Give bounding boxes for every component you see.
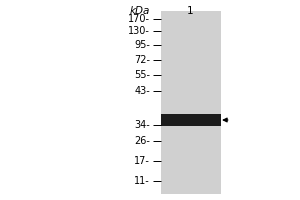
Text: 34-: 34- [134, 120, 150, 130]
Text: kDa: kDa [130, 6, 150, 16]
Text: 130-: 130- [128, 26, 150, 36]
Text: 26-: 26- [134, 136, 150, 146]
Text: 170-: 170- [128, 14, 150, 24]
Text: 72-: 72- [134, 55, 150, 65]
Text: 17-: 17- [134, 156, 150, 166]
Bar [160, 11, 220, 194]
Text: 11-: 11- [134, 176, 150, 186]
Text: 1: 1 [187, 6, 194, 16]
Text: 95-: 95- [134, 40, 150, 50]
Bar [160, 114, 220, 126]
Text: 55-: 55- [134, 70, 150, 80]
Text: 43-: 43- [134, 86, 150, 96]
